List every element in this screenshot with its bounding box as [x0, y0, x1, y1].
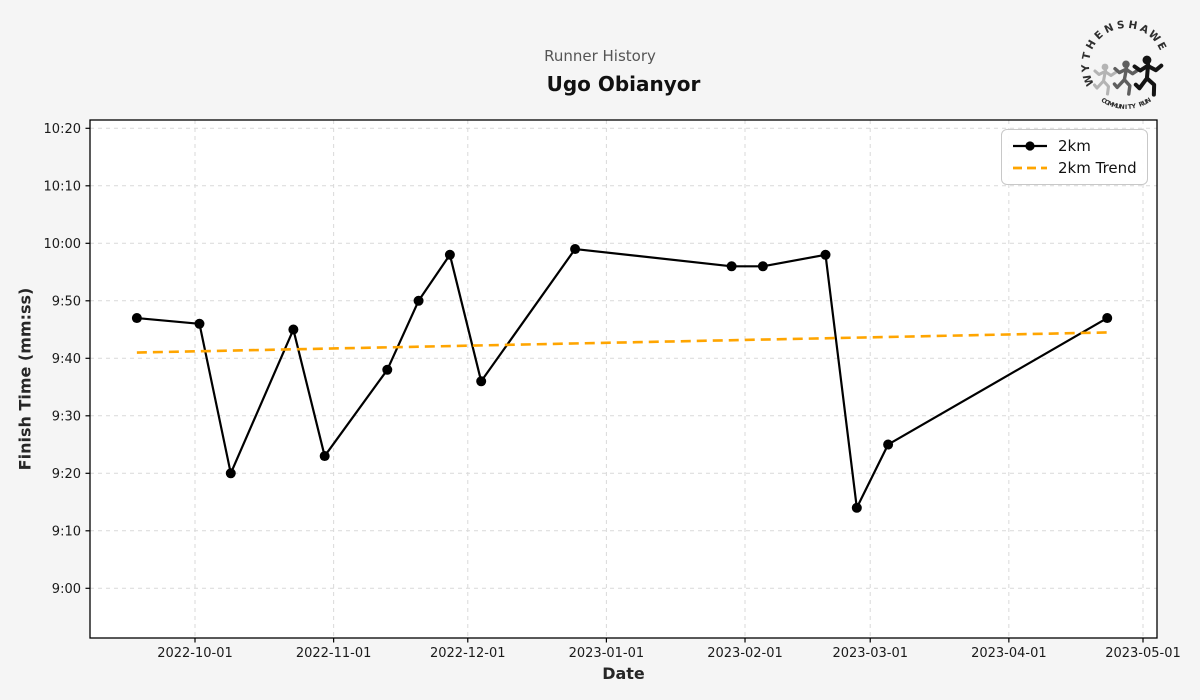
logo-letter: W: [1081, 72, 1097, 88]
data-point: [726, 261, 737, 272]
logo-letter: H: [1084, 38, 1099, 52]
legend-label-2km-trend: 2km Trend: [1058, 159, 1137, 177]
logo-letter: S: [1116, 19, 1125, 32]
series-2km-line: [136, 247, 1108, 509]
data-point: [194, 318, 205, 329]
chart-title: Ugo Obianyor: [546, 72, 701, 96]
logo-letter: E: [1154, 40, 1168, 52]
y-tick-label: 9:40: [52, 352, 81, 367]
y-tick-label: 10:10: [44, 180, 81, 195]
logo-letter: O: [1103, 99, 1112, 108]
data-point: [288, 324, 299, 335]
chart-subtitle: Runner History: [544, 47, 656, 65]
legend-item-2km-trend: 2km Trend: [1011, 157, 1137, 179]
logo-letter: Y: [1130, 103, 1137, 111]
line-marker-icon: [1013, 141, 1047, 151]
logo-letter: E: [1092, 29, 1105, 43]
data-point: [851, 502, 862, 513]
data-point: [444, 249, 455, 260]
data-point: [476, 376, 487, 387]
logo-letter: I: [1125, 104, 1127, 111]
plot-area: [90, 120, 1157, 638]
logo-letter: U: [1141, 99, 1149, 108]
data-point: [319, 451, 330, 462]
y-tick-label: 9:10: [52, 525, 81, 540]
x-tick-label: 2023-01-01: [569, 646, 645, 661]
logo-letter: N: [1119, 104, 1125, 111]
logo-letter: R: [1138, 100, 1145, 108]
x-axis-label: Date: [602, 664, 645, 683]
data-point: [883, 439, 894, 450]
data-point: [413, 295, 424, 306]
logo-letter: N: [1144, 97, 1152, 106]
logo-letter: M: [1106, 100, 1114, 109]
x-tick-label: 2022-12-01: [430, 646, 506, 661]
y-tick-label: 9:30: [52, 410, 81, 425]
series-2km-trend-line: [136, 331, 1108, 354]
logo-letter: Y: [1080, 64, 1093, 74]
x-tick-label: 2023-04-01: [971, 646, 1047, 661]
legend-label-2km: 2km: [1058, 137, 1091, 155]
x-tick-label: 2022-11-01: [296, 646, 372, 661]
data-point: [1102, 313, 1113, 324]
x-tick-label: 2022-10-01: [157, 646, 233, 661]
logo-letter: U: [1115, 103, 1121, 111]
data-point: [382, 364, 393, 375]
logo-letter: C: [1100, 97, 1108, 106]
y-tick-label: 9:00: [52, 582, 81, 597]
logo-letter: N: [1103, 21, 1116, 36]
logo-letter: T: [1080, 51, 1093, 61]
y-tick-label: 10:00: [44, 237, 81, 252]
x-tick-label: 2023-03-01: [832, 646, 908, 661]
x-tick-label: 2023-02-01: [707, 646, 783, 661]
x-tick-label: 2023-05-01: [1105, 646, 1181, 661]
plot-border: [89, 119, 1158, 639]
legend: 2km 2km Trend: [1001, 129, 1148, 185]
data-point: [820, 249, 831, 260]
logo-letter: T: [1127, 104, 1133, 111]
data-point: [225, 468, 236, 479]
runner-icon: [1133, 54, 1164, 96]
data-point: [131, 313, 142, 324]
runner-icon: [1092, 62, 1118, 96]
y-axis-label: Finish Time (mm:ss): [15, 287, 35, 471]
dashed-line-icon: [1013, 166, 1047, 170]
y-tick-label: 9:20: [52, 467, 81, 482]
data-point: [570, 244, 581, 255]
legend-item-2km: 2km: [1011, 135, 1137, 157]
y-tick-label: 10:20: [44, 122, 81, 137]
y-tick-label: 9:50: [52, 295, 81, 310]
logo-letter: M: [1110, 102, 1118, 110]
data-point: [757, 261, 768, 272]
logo-letter: H: [1127, 19, 1138, 32]
